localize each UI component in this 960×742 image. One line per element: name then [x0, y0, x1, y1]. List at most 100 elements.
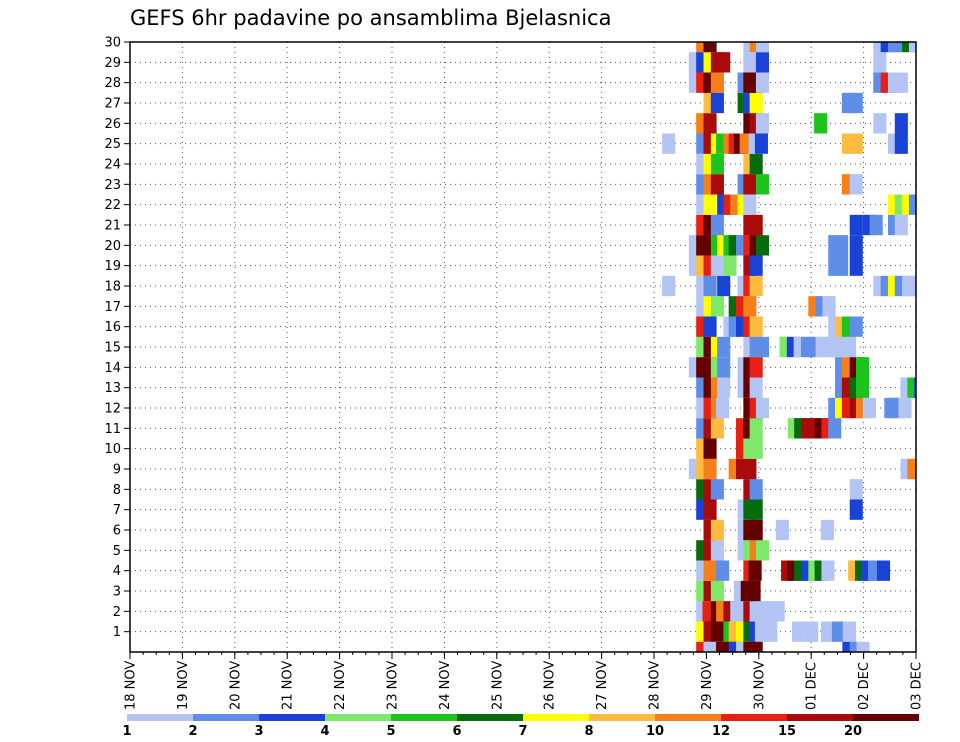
heatmap-cell [749, 92, 763, 114]
heatmap-cell [747, 580, 761, 602]
y-tick-label: 22 [104, 198, 121, 213]
x-tick-label: 01 DEC [805, 662, 820, 710]
heatmap-cell [749, 499, 763, 520]
heatmap-cell [894, 214, 908, 236]
heatmap-cell [792, 621, 806, 642]
x-tick-label: 20 NOV [228, 661, 243, 710]
heatmap-cell [749, 255, 763, 276]
heatmap-cell [856, 377, 870, 398]
heatmap-cell [749, 479, 763, 500]
heatmap-cell [716, 641, 730, 652]
legend-label: 4 [320, 724, 329, 739]
heatmap-cell [710, 296, 724, 317]
heatmap-cell [662, 275, 676, 297]
x-tick-label: 23 NOV [386, 661, 401, 710]
heatmap-cell [880, 42, 894, 53]
heatmap-cell [821, 560, 835, 581]
heatmap-cell [755, 174, 770, 195]
x-tick-label: 26 NOV [543, 661, 558, 710]
x-tick-label: 30 NOV [752, 661, 767, 710]
heatmap-cell [849, 174, 863, 195]
heatmap-cell [710, 153, 724, 175]
heatmap-cell [755, 52, 770, 73]
legend-swatch [127, 714, 193, 721]
y-tick-label: 27 [104, 97, 121, 112]
heatmap-cell [842, 336, 856, 358]
legend-label: 15 [778, 724, 796, 739]
heatmap-cell [716, 397, 730, 419]
x-tick-label: 25 NOV [490, 661, 505, 710]
y-tick-label: 17 [104, 300, 121, 315]
heatmap-cell [894, 72, 908, 93]
heatmap-cell [703, 42, 717, 53]
heatmap-cell [849, 235, 863, 256]
heatmap-cell [749, 438, 763, 459]
x-tick-label: 22 NOV [333, 661, 348, 710]
heatmap-cell [710, 418, 724, 439]
legend-swatch [787, 714, 853, 721]
heatmap-cell [849, 499, 863, 520]
x-tick-label: 24 NOV [438, 661, 453, 710]
heatmap-cell [887, 42, 902, 53]
heatmap-cell [908, 194, 916, 215]
heatmap-cell [749, 519, 763, 541]
heatmap-cell [710, 174, 724, 195]
heatmap-cell [873, 113, 887, 134]
x-axis: 18 NOV 19 NOV 20 NOV 21 NOV 22 NOV 23 NOV 24 N… [124, 652, 925, 710]
legend-swatch [853, 714, 919, 721]
heatmap-cell [869, 214, 883, 236]
heatmap-cell [728, 641, 742, 652]
y-tick-label: 6 [113, 524, 121, 539]
chart-title: GEFS 6hr padavine po ansamblima Bjelasni… [130, 6, 611, 30]
y-tick-label: 2 [113, 605, 121, 620]
heatmap-cells [662, 42, 916, 652]
heatmap-cell [876, 560, 891, 581]
heatmap-cell [710, 72, 724, 93]
legend-swatch [193, 714, 259, 721]
legend-label: 1 [122, 724, 131, 739]
heatmap-cell [743, 296, 757, 317]
legend-swatch [325, 714, 391, 721]
heatmap-cell [717, 357, 731, 378]
y-tick-label: 13 [104, 381, 121, 396]
heatmap-cell [835, 255, 849, 276]
heatmap-cell [755, 235, 770, 256]
heatmap-cell [749, 153, 763, 175]
y-tick-label: 1 [113, 625, 121, 640]
heatmap-cell [703, 194, 717, 215]
y-tick-label: 30 [104, 36, 121, 51]
heatmap-cell [849, 641, 863, 652]
x-tick-label: 19 NOV [176, 661, 191, 710]
heatmap-cell [856, 357, 870, 378]
y-tick-label: 3 [113, 585, 121, 600]
heatmap-cell [894, 113, 908, 134]
heatmap-cell [755, 540, 770, 561]
y-tick-label: 16 [104, 320, 121, 335]
heatmap-cell [717, 52, 731, 73]
heatmap-cell [710, 621, 724, 642]
y-tick-label: 10 [104, 442, 121, 457]
heatmap-cell [749, 275, 763, 297]
heatmap-cell [716, 560, 730, 581]
heatmap-cell [736, 641, 750, 652]
heatmap-cell [849, 316, 863, 337]
x-tick-label: 21 NOV [281, 661, 296, 710]
legend-label: 12 [712, 724, 730, 739]
heatmap-cell [755, 42, 770, 53]
heatmap-cell [849, 479, 863, 500]
heatmap-cell [703, 275, 717, 297]
heatmap-cell [743, 194, 757, 215]
heatmap-cell [703, 641, 717, 652]
y-tick-label: 26 [104, 117, 121, 132]
heatmap-cell [749, 641, 763, 652]
x-tick-label: 03 DEC [910, 662, 925, 710]
x-tick-label: 27 NOV [595, 661, 610, 710]
heatmap-cell [805, 621, 819, 642]
heatmap-cell [755, 336, 770, 358]
y-tick-label: 14 [104, 361, 121, 376]
heatmap-cell [703, 458, 717, 480]
heatmap-cell [749, 214, 763, 236]
heatmap-cell [710, 214, 724, 236]
legend-label: 10 [646, 724, 664, 739]
x-tick-label: 29 NOV [700, 661, 715, 710]
